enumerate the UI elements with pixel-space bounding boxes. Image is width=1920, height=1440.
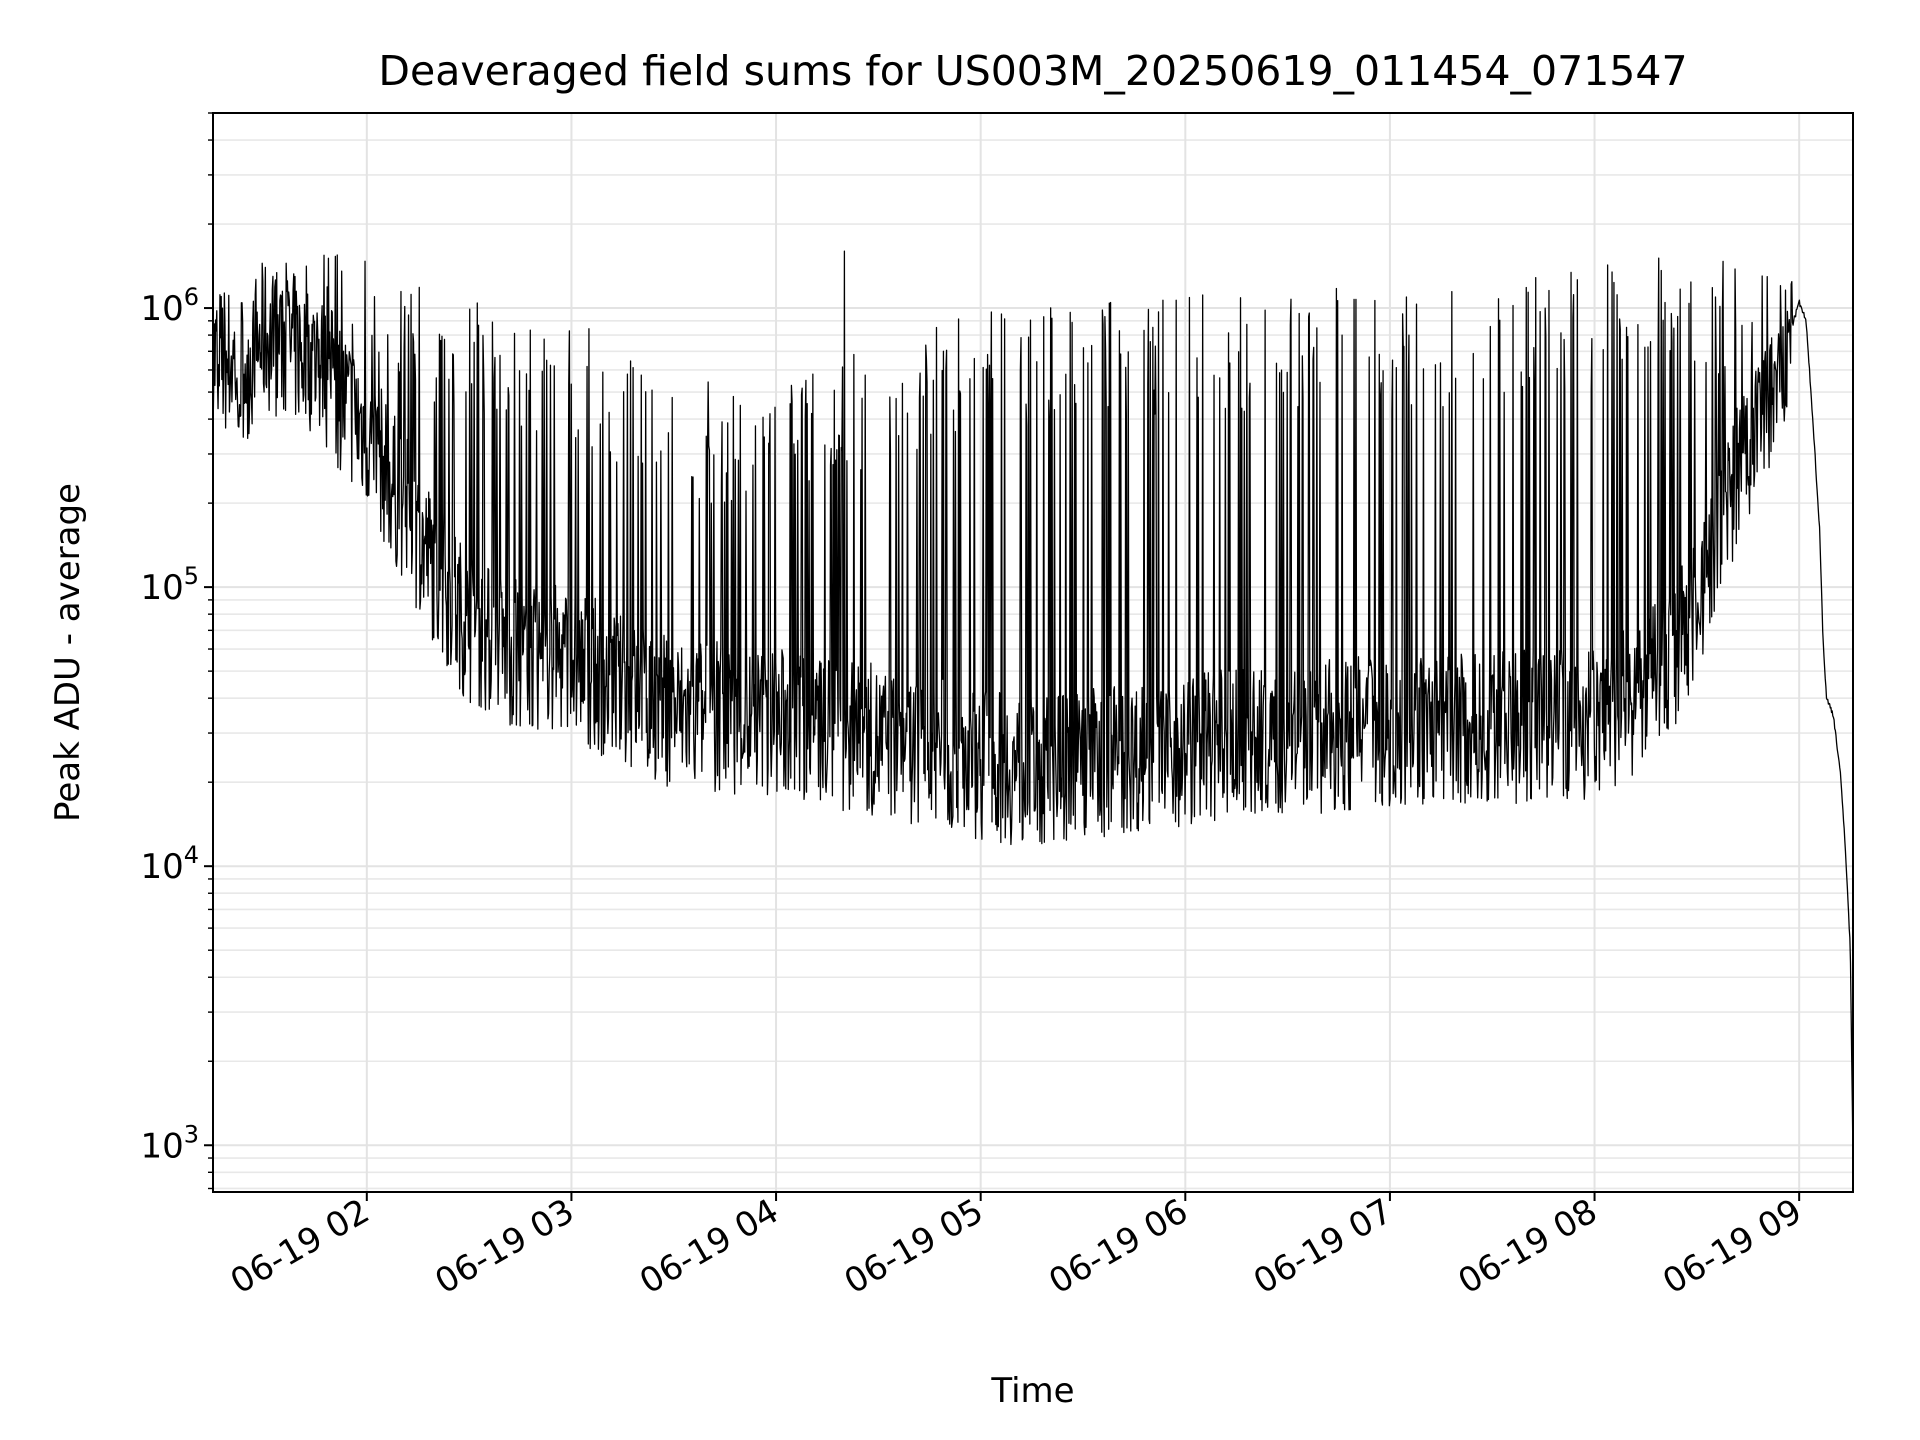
- y-tick-exponent: 3: [184, 1120, 199, 1148]
- series-layer: [212, 250, 1854, 1161]
- y-tick-exponent: 5: [184, 562, 199, 590]
- y-tick-label: 104: [140, 841, 199, 887]
- chart-title: Deaveraged field sums for US003M_2025061…: [378, 47, 1687, 95]
- y-tick-label: 106: [140, 283, 199, 329]
- y-tick-exponent: 4: [184, 841, 199, 869]
- x-axis-label: Time: [990, 1371, 1074, 1411]
- series-line: [212, 250, 1854, 1161]
- plot-area-frame: [212, 112, 1854, 1193]
- y-axis-label: Peak ADU - average: [48, 483, 88, 822]
- y-tick-exponent: 6: [184, 283, 199, 311]
